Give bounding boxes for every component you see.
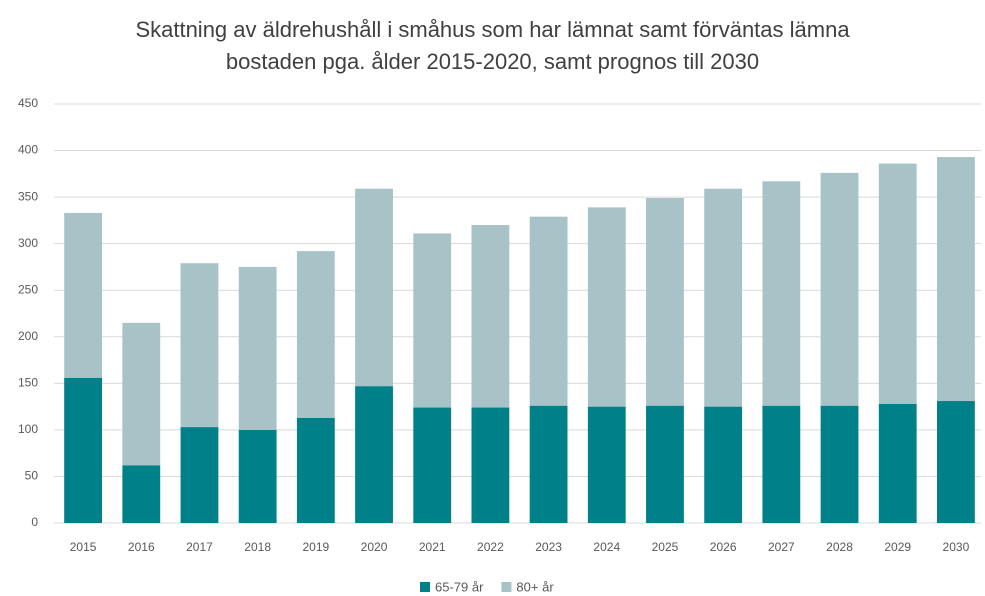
y-tick-label: 50	[25, 469, 39, 483]
x-tick-label: 2015	[70, 540, 97, 554]
bar-segment	[64, 212, 103, 378]
x-tick-label: 2024	[593, 540, 620, 554]
x-tick-label: 2025	[652, 540, 679, 554]
y-tick-label: 400	[18, 143, 38, 157]
y-tick-label: 0	[31, 515, 38, 529]
x-tick-label: 2019	[302, 540, 329, 554]
x-tick-label: 2020	[361, 540, 388, 554]
x-tick-label: 2018	[244, 540, 271, 554]
y-tick-label: 250	[18, 282, 38, 296]
y-tick-label: 350	[18, 189, 38, 203]
bar-segment	[587, 406, 626, 523]
x-tick-label: 2022	[477, 540, 504, 554]
x-tick-label: 2027	[768, 540, 795, 554]
legend-swatch	[420, 582, 430, 592]
x-tick-label: 2023	[535, 540, 562, 554]
bar-segment	[646, 405, 684, 523]
x-tick-label: 2016	[128, 540, 155, 554]
bar-segment	[180, 263, 219, 428]
bar-segment	[296, 251, 335, 418]
y-tick-label: 300	[18, 236, 38, 250]
x-tick-label: 2021	[419, 540, 446, 554]
bar-segment	[413, 233, 452, 408]
bar-segment	[471, 407, 510, 523]
bar-segment	[471, 225, 510, 408]
bar-segment	[704, 406, 743, 523]
y-tick-label: 450	[18, 96, 38, 110]
bar-segment	[122, 465, 161, 523]
chart-title: Skattning av äldrehushåll i småhus som h…	[135, 17, 850, 74]
bar-segment	[355, 386, 393, 523]
x-tick-label: 2028	[826, 540, 853, 554]
y-tick-label: 150	[18, 376, 38, 390]
bar-segment	[64, 377, 103, 523]
bar-segment	[529, 216, 568, 406]
bar-segment	[762, 405, 801, 523]
bar-segment	[238, 266, 277, 430]
bar-segment	[820, 405, 859, 523]
bar-segment	[936, 157, 975, 402]
bar-segment	[878, 163, 917, 404]
bar-segment	[646, 198, 684, 406]
x-tick-label: 2017	[186, 540, 213, 554]
x-tick-label: 2029	[884, 540, 911, 554]
legend-label: 80+ år	[516, 579, 554, 594]
legend-label: 65-79 år	[435, 579, 484, 594]
bar-segment	[529, 405, 568, 523]
y-tick-label: 100	[18, 422, 38, 436]
bar-segment	[762, 181, 801, 406]
bar-segment	[936, 401, 975, 523]
bar-segment	[355, 188, 393, 387]
x-tick-label: 2026	[710, 540, 737, 554]
bar-segment	[413, 407, 452, 523]
x-tick-label: 2030	[943, 540, 970, 554]
bar-segment	[878, 403, 917, 523]
bar-segment	[122, 322, 161, 466]
bar-segment	[180, 427, 219, 523]
legend-swatch	[501, 582, 512, 592]
bar-segment	[587, 207, 626, 407]
y-tick-label: 200	[18, 329, 38, 343]
title-box: Skattning av äldrehushåll i småhus som h…	[0, 14, 985, 78]
bar-segment	[704, 188, 743, 407]
bar-segment	[296, 417, 335, 523]
bar-segment	[238, 429, 277, 523]
bar-segment	[820, 172, 859, 406]
